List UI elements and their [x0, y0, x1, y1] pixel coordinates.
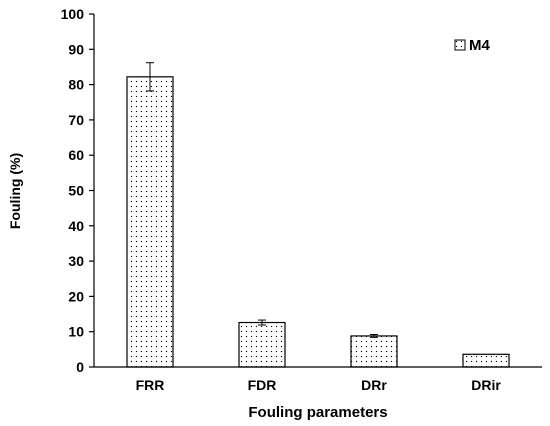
- bar-drr: [350, 335, 398, 368]
- legend-swatch: [454, 39, 466, 51]
- y-tick-label-10: 10: [68, 324, 84, 340]
- legend-label: M4: [469, 37, 490, 54]
- x-tick-label-drir: DRir: [471, 377, 501, 393]
- y-tick-label-0: 0: [76, 359, 84, 375]
- y-tick-label-50: 50: [68, 183, 84, 199]
- y-tick-label-30: 30: [68, 253, 84, 269]
- bar-frr: [126, 76, 174, 368]
- y-tick-label-90: 90: [68, 41, 84, 57]
- y-tick-label-100: 100: [61, 6, 85, 22]
- y-tick-label-40: 40: [68, 218, 84, 234]
- x-tick-label-drr: DRr: [361, 377, 387, 393]
- x-axis-title: Fouling parameters: [248, 404, 387, 421]
- y-axis-title: Fouling (%): [7, 153, 23, 229]
- legend: M4: [454, 37, 490, 54]
- bar-drir: [462, 353, 510, 368]
- y-tick-label-20: 20: [68, 288, 84, 304]
- x-tick-label-frr: FRR: [136, 377, 165, 393]
- y-tick-label-60: 60: [68, 147, 84, 163]
- bar-fdr: [238, 321, 286, 368]
- y-tick-label-80: 80: [68, 77, 84, 93]
- x-tick-label-fdr: FDR: [248, 377, 277, 393]
- y-tick-label-70: 70: [68, 112, 84, 128]
